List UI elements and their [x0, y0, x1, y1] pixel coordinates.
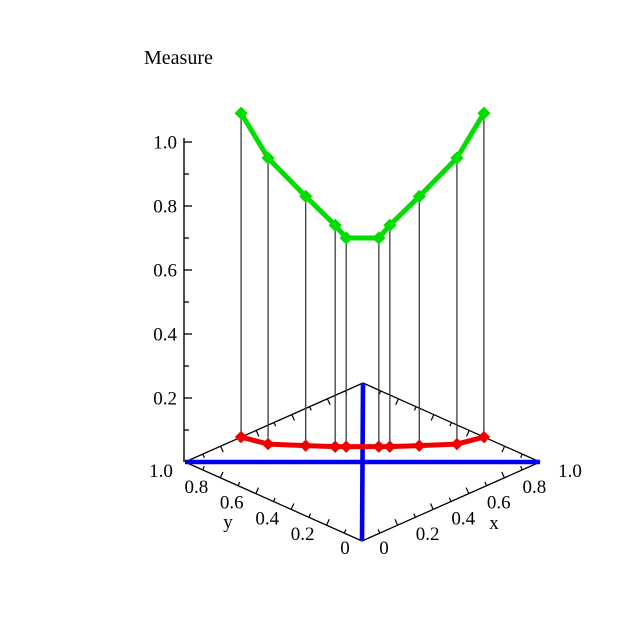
x-axis-title: x: [489, 513, 499, 534]
back-right-edge-tick: [520, 453, 523, 458]
upper-curve-line: [238, 110, 487, 241]
measure-axis-tick-label: 0.8: [153, 197, 177, 218]
back-right-edge-tick: [449, 422, 453, 427]
lower-curve-marker: [372, 440, 386, 453]
x-axis-tick-label: 0.6: [487, 493, 511, 514]
upper-curve-marker: [299, 189, 313, 203]
y-axis-tick-label: 0.6: [220, 493, 244, 514]
x-axis-tick-label: 0.2: [416, 524, 440, 545]
lower-curve-marker: [450, 437, 464, 451]
upper-curve-marker: [339, 231, 353, 245]
lower-curve-marker: [299, 439, 312, 452]
y-axis-title: y: [223, 512, 233, 533]
x-axis-tick: [484, 481, 488, 486]
x-axis-tick: [413, 513, 416, 518]
upper-curve-marker: [383, 218, 397, 232]
upper-curve-marker: [477, 106, 491, 120]
back-right-edge-tick: [395, 398, 399, 405]
y-axis-tick: [237, 481, 241, 486]
back-left-edge-tick: [309, 406, 312, 411]
lower-curve-marker: [261, 437, 275, 451]
back-left-edge-tick: [273, 422, 277, 427]
upper-curve-marker: [372, 231, 386, 245]
y-axis-tick: [202, 466, 205, 471]
y-axis-tick-label: 1.0: [149, 461, 173, 482]
upper-curve-marker: [412, 189, 426, 203]
x-axis-tick: [430, 503, 434, 510]
lower-curve-marker: [339, 440, 353, 453]
y-axis-tick: [326, 519, 330, 526]
back-right-edge-tick: [430, 414, 435, 421]
y-axis-tick-label: 0.2: [291, 524, 315, 545]
measure-axis-tick-label: 0.2: [153, 389, 177, 410]
x-axis-tick-label: 1.0: [558, 461, 582, 482]
back-left-edge-tick: [326, 398, 331, 405]
x-axis-tick: [465, 487, 470, 494]
back-left-edge-tick: [202, 453, 205, 458]
y-axis-tick: [272, 497, 276, 502]
x-axis-tick: [501, 471, 505, 479]
x-axis-tick-label: 0.4: [451, 508, 475, 529]
measure-axis-tick-label: 1.0: [153, 133, 177, 154]
x-axis-tick: [520, 466, 523, 471]
y-axis-tick-label: 0.8: [185, 477, 209, 498]
lower-curve-marker: [413, 439, 426, 452]
back-right-edge-tick: [413, 406, 417, 411]
back-left-edge-tick: [291, 414, 295, 421]
back-left-edge-tick: [220, 445, 224, 453]
measure-axis-tick-label: 0.6: [153, 261, 177, 282]
generated-chart-layers: 0.2 0.4 0.6 0.8 1.0 0 0.2 0.4 0.6 0.8 1.0 0 0.2 0.4 0.…: [149, 106, 582, 559]
x-axis-tick-label: 0.8: [523, 477, 547, 498]
y-axis-tick: [219, 471, 224, 479]
x-axis-tick: [377, 529, 381, 534]
measure-axis-tick-label: 0.4: [153, 325, 177, 346]
x-axis-tick-label: 0: [379, 538, 389, 559]
y-axis-tick: [290, 503, 295, 510]
x-axis-tick: [448, 497, 452, 502]
measure-axis-title: Measure: [144, 47, 213, 69]
upper-curve-marker: [234, 106, 248, 120]
back-left-edge-tick: [255, 430, 260, 437]
lower-curve-marker: [477, 430, 491, 444]
lower-curve-line: [238, 434, 487, 450]
back-right-edge-tick: [501, 445, 506, 453]
base-diagonal-main: [359, 382, 366, 542]
y-axis-tick-label: 0: [340, 538, 350, 559]
lower-curve-marker: [328, 440, 342, 453]
upper-curve-marker: [261, 151, 275, 165]
y-axis-tick-label: 0.4: [255, 508, 279, 529]
lower-curve-marker: [383, 440, 397, 453]
upper-curve-marker: [450, 151, 464, 165]
y-axis-tick: [255, 487, 259, 494]
back-right-edge-tick: [466, 430, 470, 437]
y-axis-tick: [308, 513, 312, 518]
lower-curve-marker: [234, 430, 248, 444]
upper-curve-marker: [328, 218, 342, 232]
y-axis-tick: [343, 529, 347, 534]
x-axis-tick: [394, 519, 399, 526]
